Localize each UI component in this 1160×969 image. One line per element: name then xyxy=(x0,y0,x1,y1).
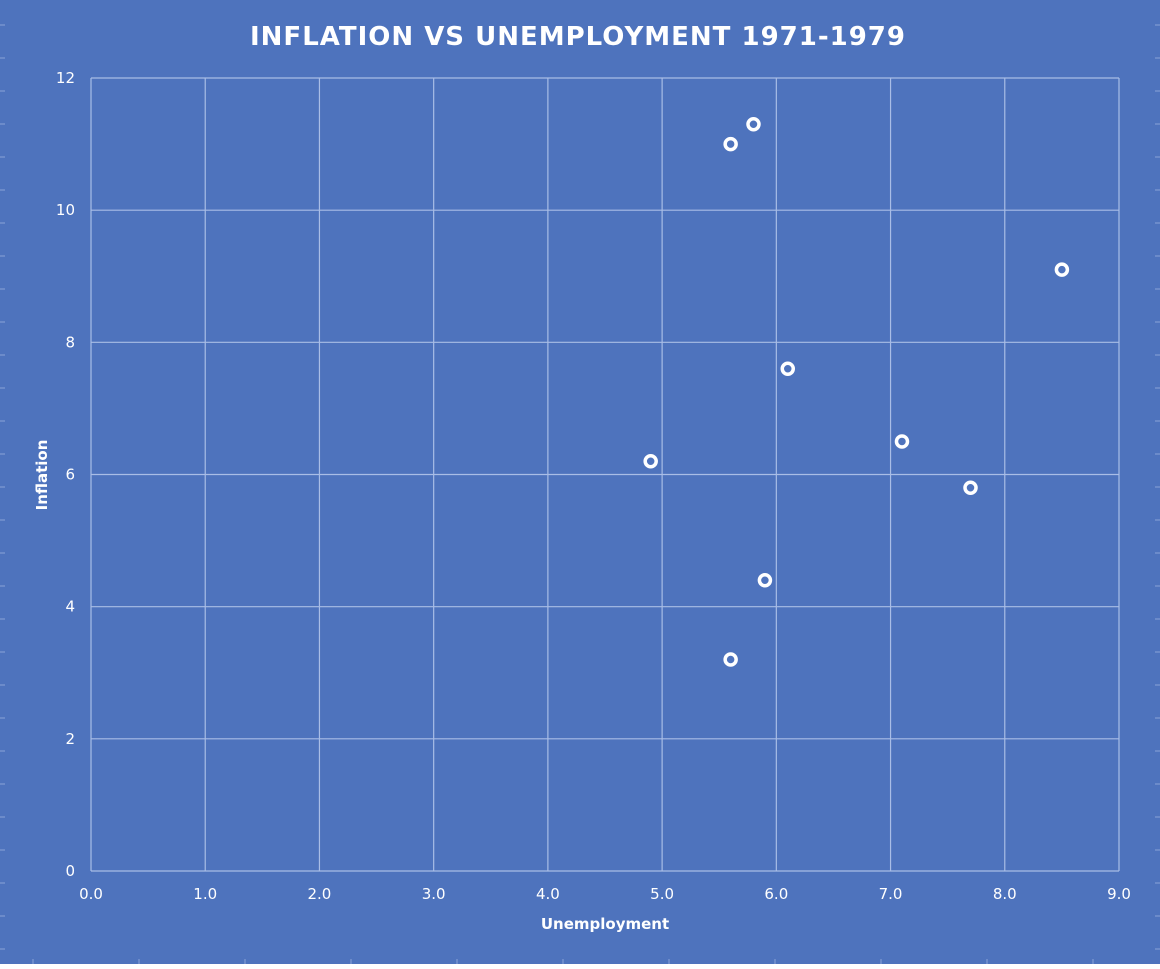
data-point xyxy=(963,480,978,495)
y-axis-title: Inflation xyxy=(33,440,51,511)
data-point xyxy=(757,572,773,588)
gridlines xyxy=(90,77,1120,872)
y-tick-label: 2 xyxy=(65,730,75,748)
y-tick-label: 4 xyxy=(65,598,75,616)
y-tick-label: 0 xyxy=(65,862,75,880)
x-tick-label: 4.0 xyxy=(536,885,560,903)
x-tick-label: 3.0 xyxy=(422,885,446,903)
data-point xyxy=(894,434,910,449)
chart-title: INFLATION VS UNEMPLOYMENT 1971-1979 xyxy=(250,22,906,52)
x-tick-label: 0.0 xyxy=(79,885,103,903)
y-tick-label: 12 xyxy=(56,69,75,87)
x-tick-label: 5.0 xyxy=(650,885,674,903)
y-tick-label: 8 xyxy=(65,333,75,351)
data-point xyxy=(746,117,761,132)
data-points xyxy=(643,117,1070,667)
border-ticks xyxy=(0,24,1160,964)
y-tick-label: 10 xyxy=(56,201,75,219)
y-tick-label: 6 xyxy=(65,466,75,484)
data-point xyxy=(723,652,738,667)
data-point xyxy=(723,136,738,152)
x-axis-tick-labels: 0.0 1.0 2.0 3.0 4.0 5.0 6.0 7.0 8.0 9.0 xyxy=(79,885,1131,903)
x-tick-label: 7.0 xyxy=(879,885,903,903)
data-point xyxy=(1054,262,1070,277)
data-point xyxy=(643,454,658,469)
x-tick-label: 2.0 xyxy=(308,885,332,903)
data-point xyxy=(780,361,796,377)
x-tick-label: 1.0 xyxy=(193,885,217,903)
x-tick-label: 9.0 xyxy=(1107,885,1131,903)
x-tick-label: 6.0 xyxy=(764,885,788,903)
x-tick-label: 8.0 xyxy=(993,885,1017,903)
y-axis-tick-labels: 0 2 4 6 8 10 12 xyxy=(56,69,75,880)
x-axis-title: Unemployment xyxy=(541,915,669,933)
